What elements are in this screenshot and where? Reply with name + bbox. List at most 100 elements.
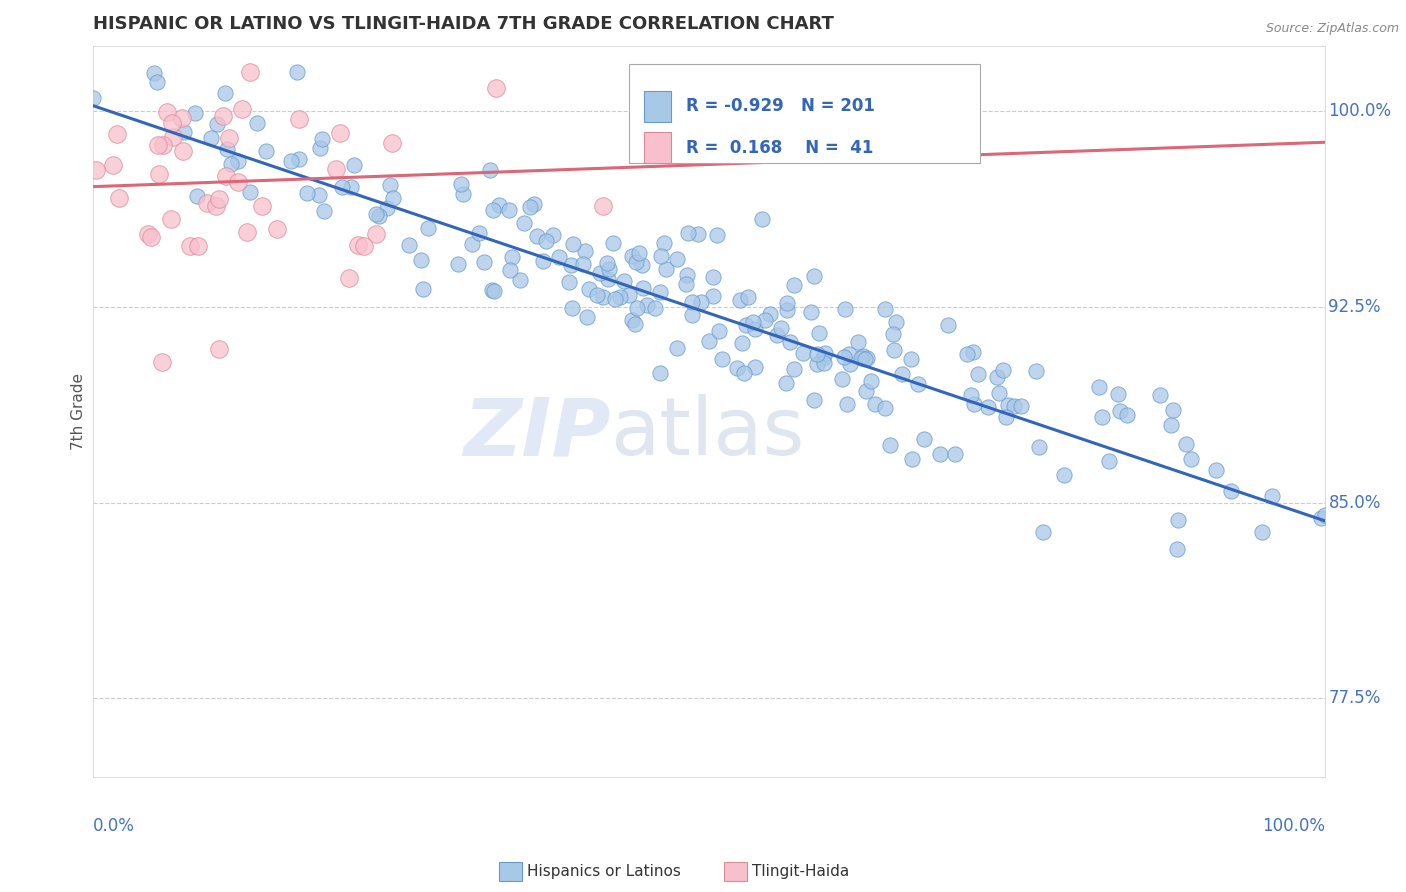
Point (547, 250, 569, 264)
Point (779, 335, 801, 350)
Text: R = -0.929   N = 201: R = -0.929 N = 201 (686, 97, 875, 115)
Point (792, 346, 814, 360)
Point (807, 326, 830, 341)
Point (626, 301, 648, 315)
Point (195, 195, 218, 210)
Point (1167, 513, 1189, 527)
Point (226, 175, 249, 189)
Point (609, 290, 631, 304)
Point (186, 189, 208, 203)
Text: 100.0%: 100.0% (1329, 102, 1392, 120)
Point (655, 262, 678, 277)
Point (853, 351, 876, 366)
Point (882, 326, 904, 341)
Point (231, 102, 253, 116)
Point (170, 111, 193, 125)
Point (967, 367, 990, 381)
Point (770, 320, 793, 334)
Point (136, 227, 159, 241)
Point (346, 238, 368, 252)
Point (575, 310, 598, 324)
Point (783, 362, 806, 376)
Point (152, 138, 174, 153)
Point (156, 104, 179, 119)
Point (620, 312, 643, 326)
Point (572, 257, 595, 271)
Point (205, 116, 228, 130)
Point (179, 239, 201, 253)
Point (702, 269, 724, 284)
Point (235, 225, 257, 239)
Text: 77.5%: 77.5% (1329, 690, 1381, 707)
Point (1251, 524, 1274, 539)
Point (212, 109, 235, 123)
Point (650, 249, 672, 263)
Point (754, 313, 776, 327)
Point (1160, 418, 1182, 433)
Point (1310, 511, 1333, 525)
Point (150, 355, 173, 369)
Point (184, 105, 207, 120)
Point (702, 289, 724, 303)
Point (162, 130, 184, 145)
Point (987, 385, 1010, 400)
Point (337, 271, 360, 285)
Point (986, 370, 1008, 384)
Point (806, 357, 828, 371)
Point (676, 268, 699, 282)
Point (142, 66, 165, 80)
Point (596, 272, 619, 286)
Point (314, 204, 336, 219)
Point (936, 318, 959, 333)
Point (533, 253, 555, 268)
Point (901, 452, 924, 467)
Point (1028, 440, 1050, 454)
Point (627, 246, 650, 260)
Point (846, 334, 869, 349)
Point (1149, 388, 1171, 402)
Point (472, 255, 495, 269)
Point (409, 253, 432, 268)
Point (364, 227, 387, 242)
Point (751, 211, 773, 226)
Point (731, 336, 754, 351)
Point (108, 191, 131, 205)
Point (834, 301, 856, 316)
Point (398, 237, 420, 252)
Text: 100.0%: 100.0% (1261, 817, 1324, 835)
Point (962, 345, 984, 359)
Point (613, 274, 636, 288)
Point (330, 180, 353, 194)
Point (218, 130, 240, 145)
Point (205, 199, 228, 213)
Point (831, 372, 853, 386)
Point (1032, 525, 1054, 540)
Point (1175, 437, 1198, 451)
Point (598, 262, 620, 277)
Point (208, 342, 231, 356)
Point (172, 144, 194, 158)
Point (814, 346, 837, 360)
Point (561, 301, 583, 316)
Point (239, 64, 262, 78)
Point (560, 258, 582, 272)
Point (146, 138, 169, 153)
Point (994, 410, 1017, 425)
Point (519, 200, 541, 214)
Point (758, 307, 780, 321)
Text: HISPANIC OR LATINO VS TLINGIT-HAIDA 7TH GRADE CORRELATION CHART: HISPANIC OR LATINO VS TLINGIT-HAIDA 7TH … (93, 15, 834, 33)
Point (890, 367, 912, 381)
Point (803, 268, 825, 283)
Point (636, 298, 658, 312)
Point (297, 186, 319, 200)
Point (766, 328, 789, 343)
Point (943, 447, 966, 461)
Point (776, 296, 799, 310)
Point (837, 397, 859, 411)
Point (541, 227, 564, 242)
Text: 92.5%: 92.5% (1329, 298, 1381, 316)
Point (1107, 386, 1129, 401)
Point (488, 198, 510, 212)
Point (367, 209, 389, 223)
Point (675, 277, 697, 291)
